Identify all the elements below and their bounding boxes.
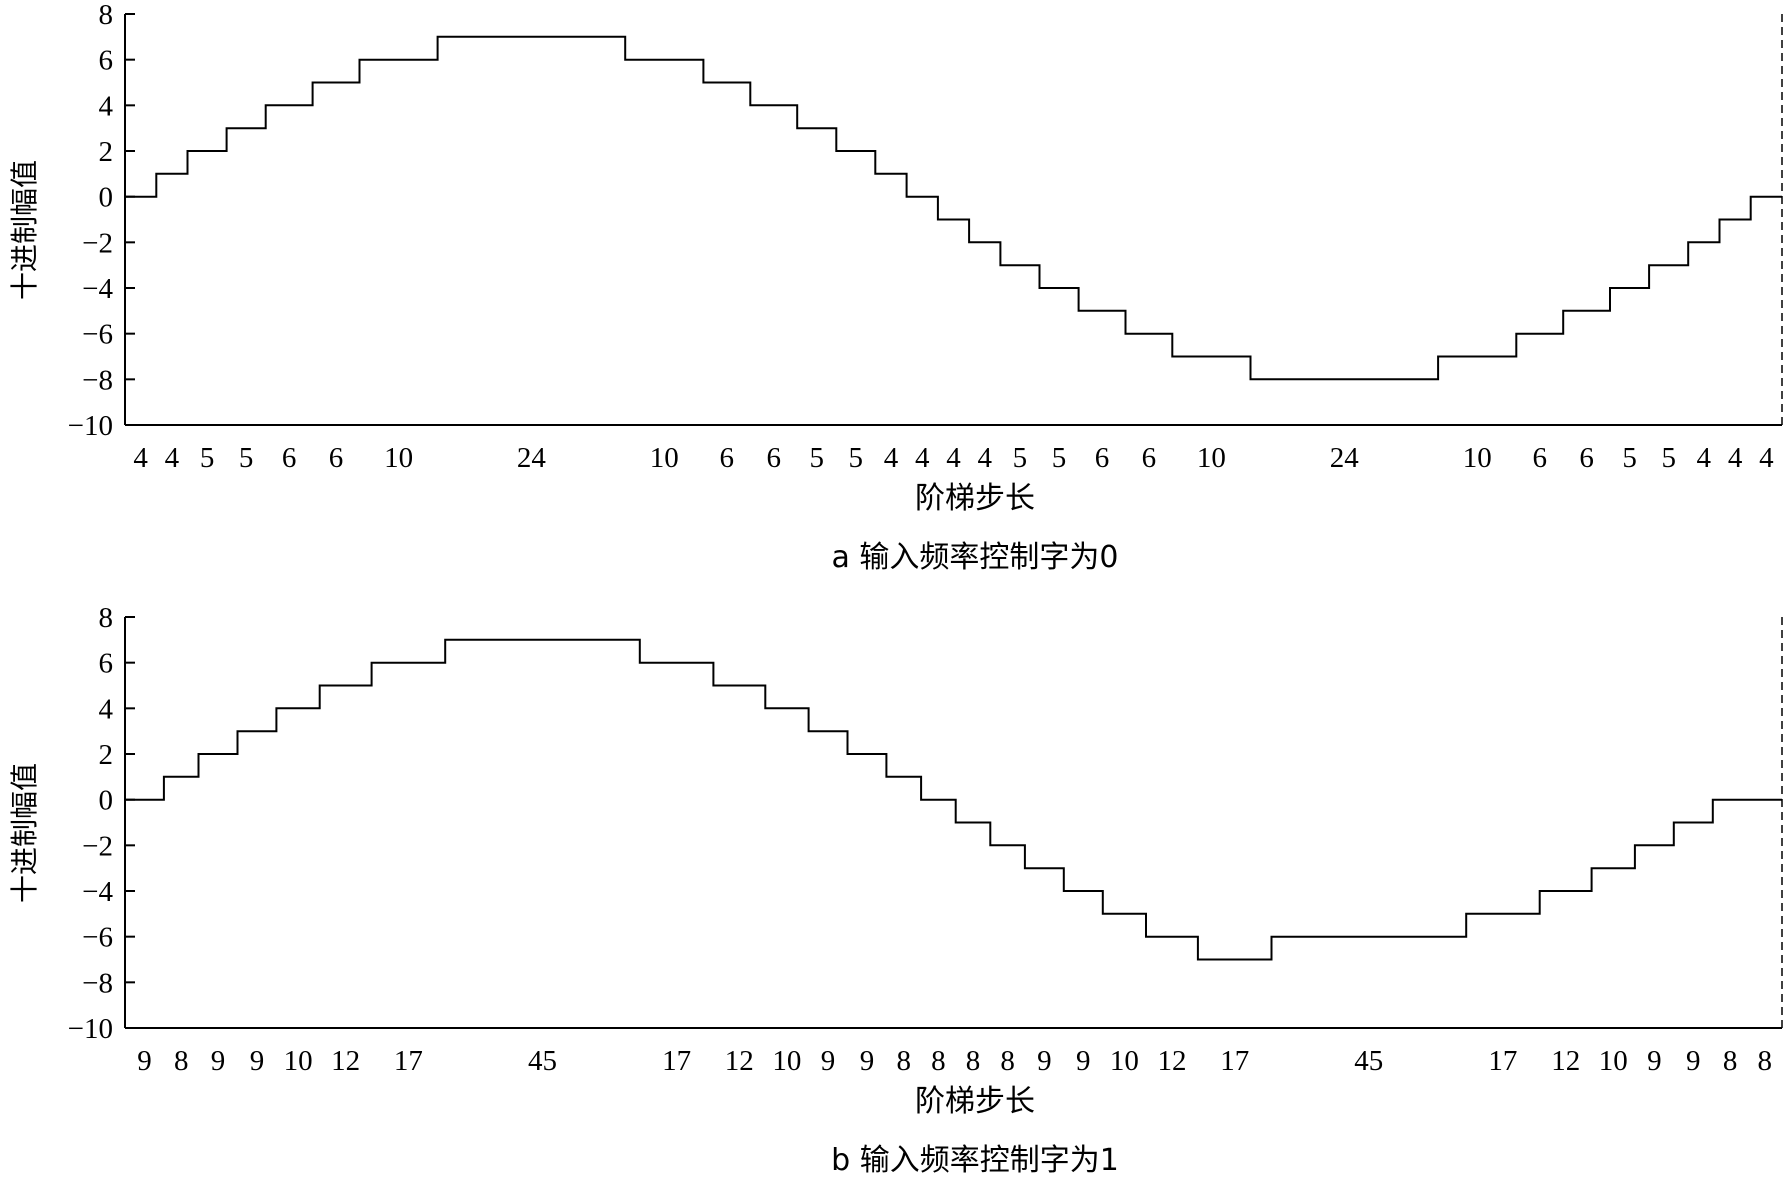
step-length-label: 9	[1686, 1045, 1701, 1077]
step-length-label: 4	[884, 442, 899, 474]
step-length-label: 8	[1723, 1045, 1738, 1077]
step-length-label: 4	[1759, 442, 1774, 474]
step-length-label: 45	[1354, 1045, 1383, 1077]
step-length-label: 24	[517, 442, 547, 474]
step-length-label: 9	[821, 1045, 836, 1077]
step-length-labels: 4 4 5 5 6 6 10 24 10 6 6 5 5 4 4 4 4 5 5 6 6 10 24 10 6 6 5 5 4 4 4	[133, 442, 1774, 474]
y-tick-label: −6	[82, 922, 113, 954]
y-tick-label: 2	[99, 739, 114, 771]
y-tick-label: −2	[82, 227, 113, 259]
step-length-label: 12	[331, 1045, 360, 1077]
step-length-label: 9	[211, 1045, 226, 1077]
step-length-label: 10	[772, 1045, 801, 1077]
step-length-label: 10	[384, 442, 413, 474]
step-length-label: 5	[849, 442, 864, 474]
step-length-label: 17	[394, 1045, 423, 1077]
step-length-label: 4	[1728, 442, 1743, 474]
step-length-label: 5	[1013, 442, 1028, 474]
staircase-line	[125, 638, 1782, 961]
step-length-label: 12	[725, 1045, 754, 1077]
y-tick-label: −6	[82, 319, 113, 351]
y-tick-label: 6	[99, 648, 114, 680]
x-axis-label: 阶梯步长	[915, 1084, 1035, 1119]
y-tick-label: −8	[82, 967, 113, 999]
step-length-label: 12	[1158, 1045, 1187, 1077]
step-length-label: 4	[946, 442, 961, 474]
step-length-label: 12	[1551, 1045, 1580, 1077]
step-length-label: 6	[282, 442, 297, 474]
step-length-label: 45	[528, 1045, 557, 1077]
step-length-label: 17	[1220, 1045, 1249, 1077]
y-axis-label: 十进制幅值	[8, 160, 41, 300]
step-length-label: 9	[1647, 1045, 1662, 1077]
step-length-label: 4	[165, 442, 180, 474]
step-length-label: 9	[1037, 1045, 1052, 1077]
step-length-label: 5	[239, 442, 254, 474]
y-tick-label: 6	[99, 45, 114, 77]
step-length-label: 5	[1661, 442, 1676, 474]
step-length-label: 5	[200, 442, 215, 474]
step-length-label: 4	[133, 442, 148, 474]
y-tick-label: −4	[82, 273, 113, 305]
y-tick-label: −2	[82, 830, 113, 862]
step-length-label: 9	[250, 1045, 265, 1077]
step-length-label: 9	[860, 1045, 875, 1077]
y-tick-label: 2	[99, 136, 114, 168]
y-ticks: 8 6 4 2 0 −2 −4 −6 −8 −10	[68, 602, 135, 1045]
staircase-line	[125, 35, 1782, 381]
step-length-label: 5	[1622, 442, 1637, 474]
step-length-label: 9	[1076, 1045, 1091, 1077]
y-tick-label: −8	[82, 364, 113, 396]
step-length-labels: 9 8 9 9 10 12 17 45 17 12 10 9 9 8 8 8 8 9 9 10 12 17 45 17 12 10…	[137, 1045, 1772, 1077]
step-length-label: 6	[1142, 442, 1157, 474]
step-length-label: 8	[1000, 1045, 1015, 1077]
step-length-label: 10	[650, 442, 679, 474]
y-tick-label: 4	[99, 693, 114, 725]
step-length-label: 6	[720, 442, 735, 474]
step-length-label: 5	[1052, 442, 1067, 474]
step-length-label: 8	[931, 1045, 946, 1077]
step-length-label: 4	[915, 442, 930, 474]
step-length-label: 10	[1599, 1045, 1628, 1077]
step-length-label: 10	[284, 1045, 313, 1077]
step-length-label: 6	[766, 442, 781, 474]
step-length-label: 8	[896, 1045, 911, 1077]
y-tick-label: 4	[99, 90, 114, 122]
step-length-label: 6	[329, 442, 344, 474]
y-tick-label: 8	[99, 602, 114, 634]
step-length-label: 8	[1757, 1045, 1772, 1077]
panel-caption: b 输入频率控制字为1	[831, 1143, 1119, 1178]
step-length-label: 8	[174, 1045, 189, 1077]
step-length-label: 9	[137, 1045, 152, 1077]
step-length-label: 4	[978, 442, 993, 474]
panel-caption: a 输入频率控制字为0	[831, 540, 1118, 575]
y-axis-label: 十进制幅值	[8, 763, 41, 903]
step-length-label: 6	[1579, 442, 1594, 474]
step-length-label: 17	[662, 1045, 691, 1077]
step-length-label: 24	[1330, 442, 1360, 474]
step-length-label: 6	[1095, 442, 1110, 474]
step-length-label: 10	[1110, 1045, 1139, 1077]
y-tick-label: 0	[99, 785, 114, 817]
y-tick-label: −10	[68, 410, 113, 442]
step-length-label: 5	[809, 442, 824, 474]
y-tick-label: 8	[99, 0, 114, 31]
step-length-label: 10	[1197, 442, 1226, 474]
step-length-label: 17	[1488, 1045, 1517, 1077]
y-tick-label: 0	[99, 182, 114, 214]
y-ticks: 8 6 4 2 0 −2 −4 −6 −8 −10	[68, 0, 135, 442]
y-tick-label: −10	[68, 1013, 113, 1045]
step-length-label: 6	[1532, 442, 1547, 474]
y-tick-label: −4	[82, 876, 113, 908]
step-length-label: 8	[966, 1045, 981, 1077]
step-length-label: 4	[1697, 442, 1712, 474]
step-length-label: 10	[1463, 442, 1492, 474]
x-axis-label: 阶梯步长	[915, 481, 1035, 516]
